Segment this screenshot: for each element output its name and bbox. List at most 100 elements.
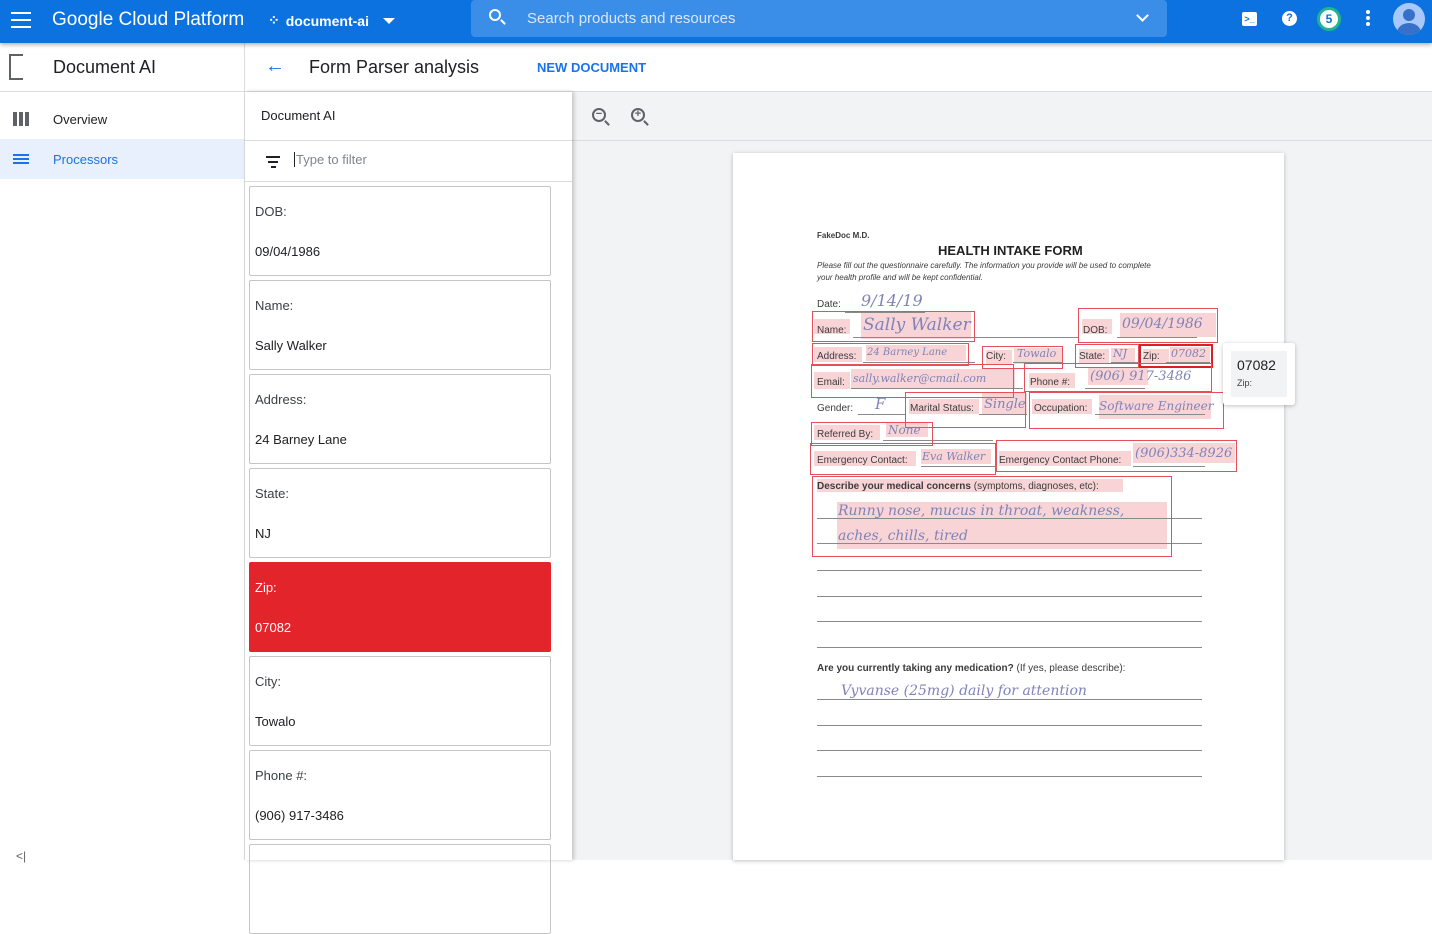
collapse-sidebar-icon[interactable]: <| xyxy=(16,849,27,863)
fields-panel: Document AI DOB: 09/04/1986 Name: Sally Wa… xyxy=(245,92,572,934)
label-occupation: Occupation: xyxy=(1034,403,1088,414)
sidebar-item-processors[interactable]: Processors xyxy=(0,139,244,179)
hint-concerns: (symptoms, diagnoses, etc): xyxy=(973,481,1099,492)
search-icon xyxy=(489,9,501,21)
project-icon: ⁘ xyxy=(268,12,280,28)
doc-instructions: Please fill out the questionnaire carefu… xyxy=(817,261,1151,270)
sidebar-title: Document AI xyxy=(53,57,157,77)
search-bar[interactable]: Search products and resources xyxy=(471,0,1167,37)
value-gender: F xyxy=(875,395,886,413)
doc-instructions: your health profile and will be kept con… xyxy=(817,273,983,282)
value-emergency-phone: (906)334-8926 xyxy=(1135,446,1233,461)
value-referred: None xyxy=(888,423,921,437)
filter-icon[interactable] xyxy=(266,156,280,171)
field-box-emergency-contact[interactable] xyxy=(810,443,996,475)
field-key: State: xyxy=(255,486,289,501)
value-zip: 07082 xyxy=(1171,347,1206,360)
new-document-button[interactable]: NEW DOCUMENT xyxy=(537,60,647,75)
field-box-dob[interactable] xyxy=(1078,308,1218,343)
field-box-referred[interactable] xyxy=(811,422,933,446)
value-date: 9/14/19 xyxy=(861,291,923,310)
zoom-in-icon[interactable]: + xyxy=(631,108,645,122)
sidebar: Document AI Overview Processors <| xyxy=(0,43,245,863)
hamburger-menu-icon[interactable] xyxy=(11,12,31,28)
field-key: Name: xyxy=(255,298,294,313)
field-box-zip[interactable] xyxy=(1139,344,1213,368)
document-ai-icon xyxy=(9,54,23,80)
field-box-city[interactable] xyxy=(982,346,1063,369)
label-name: Name: xyxy=(817,325,847,336)
avatar[interactable] xyxy=(1393,3,1425,35)
value-concerns: aches, chills, tired xyxy=(838,528,968,544)
field-box-email[interactable] xyxy=(811,364,1014,398)
field-tooltip: 07082 Zip: xyxy=(1223,343,1295,405)
value-state: NJ xyxy=(1113,347,1128,360)
page-header: ← Form Parser analysis NEW DOCUMENT xyxy=(245,43,1432,92)
field-box-occupation[interactable] xyxy=(1029,392,1224,429)
more-vert-icon[interactable] xyxy=(1366,10,1370,28)
value-name: Sally Walker xyxy=(863,315,971,335)
sidebar-item-label: Overview xyxy=(53,112,108,127)
cloud-shell-icon[interactable]: >_ xyxy=(1242,12,1257,26)
project-selector[interactable]: ⁘ document-ai xyxy=(268,12,395,29)
label-emergency-contact: Emergency Contact: xyxy=(817,455,908,466)
doc-org: FakeDoc M.D. xyxy=(817,231,870,240)
label-city: City: xyxy=(986,351,1006,362)
field-box-phone[interactable] xyxy=(1024,363,1212,392)
caret-down-icon xyxy=(382,17,395,24)
field-key: Zip: xyxy=(255,580,277,595)
field-box-concerns[interactable] xyxy=(812,476,1172,557)
page-title: Form Parser analysis xyxy=(309,57,480,77)
back-arrow-icon[interactable]: ← xyxy=(265,55,285,77)
top-bar: Google Cloud Platform ⁘ document-ai Searc… xyxy=(0,0,1432,43)
sidebar-item-overview[interactable]: Overview xyxy=(0,99,244,139)
field-box-emergency-phone[interactable] xyxy=(996,440,1237,472)
chevron-down-icon[interactable] xyxy=(1136,9,1149,22)
label-phone: Phone #: xyxy=(1030,377,1071,388)
tooltip-value: 07082 xyxy=(1237,357,1276,373)
label-address: Address: xyxy=(817,351,857,362)
value-medication: Vyvanse (25mg) daily for attention xyxy=(841,683,1087,699)
label-referred: Referred By: xyxy=(817,429,874,440)
notifications-badge[interactable]: 5 xyxy=(1317,7,1341,31)
field-box-address[interactable] xyxy=(812,343,969,366)
panel-title: Document AI xyxy=(245,92,572,141)
field-box-marital[interactable] xyxy=(905,392,1026,428)
field-value: Towalo xyxy=(255,714,296,729)
value-occupation: Software Engineer xyxy=(1099,399,1214,413)
field-card-next[interactable] xyxy=(249,844,551,934)
field-card-zip[interactable]: Zip: 07082 xyxy=(249,562,551,652)
label-medication: Are you currently taking any medication? xyxy=(817,663,1014,674)
field-value: 07082 xyxy=(255,620,292,635)
field-card-city[interactable]: City: Towalo xyxy=(249,656,551,746)
zoom-out-icon[interactable]: − xyxy=(592,108,606,122)
label-emergency-phone: Emergency Contact Phone: xyxy=(999,455,1122,466)
field-key: Address: xyxy=(255,392,307,407)
field-value: Sally Walker xyxy=(255,338,327,353)
field-card-address[interactable]: Address: 24 Barney Lane xyxy=(249,374,551,464)
hint-medication: (If yes, please describe): xyxy=(1016,663,1126,674)
field-card-state[interactable]: State: NJ xyxy=(249,468,551,558)
label-concerns: Describe your medical concerns xyxy=(817,481,971,492)
document-page: FakeDoc M.D. HEALTH INTAKE FORM Please f… xyxy=(733,153,1295,860)
field-key: Phone #: xyxy=(255,768,308,783)
label-zip: Zip: xyxy=(1143,351,1160,362)
field-box-name[interactable] xyxy=(812,311,975,342)
field-card-name[interactable]: Name: Sally Walker xyxy=(249,280,551,370)
value-concerns: Runny nose, mucus in throat, weakness, xyxy=(838,503,1125,519)
field-card-phone[interactable]: Phone #: (906) 917-3486 xyxy=(249,750,551,840)
field-value: NJ xyxy=(255,526,271,541)
brand-logo[interactable]: Google Cloud Platform xyxy=(52,9,245,30)
value-city: Towalo xyxy=(1017,347,1057,360)
help-icon[interactable]: ? xyxy=(1282,11,1297,26)
field-box-state[interactable] xyxy=(1075,344,1139,368)
value-address: 24 Barney Lane xyxy=(867,347,948,358)
label-dob: DOB: xyxy=(1083,325,1108,336)
filter-input[interactable] xyxy=(294,152,544,167)
search-input[interactable]: Search products and resources xyxy=(527,10,736,27)
value-phone: (906) 917-3486 xyxy=(1090,369,1192,384)
field-card-dob[interactable]: DOB: 09/04/1986 xyxy=(249,186,551,276)
sidebar-item-label: Processors xyxy=(53,152,119,167)
project-name: document-ai xyxy=(285,12,369,29)
processors-icon xyxy=(13,154,29,164)
